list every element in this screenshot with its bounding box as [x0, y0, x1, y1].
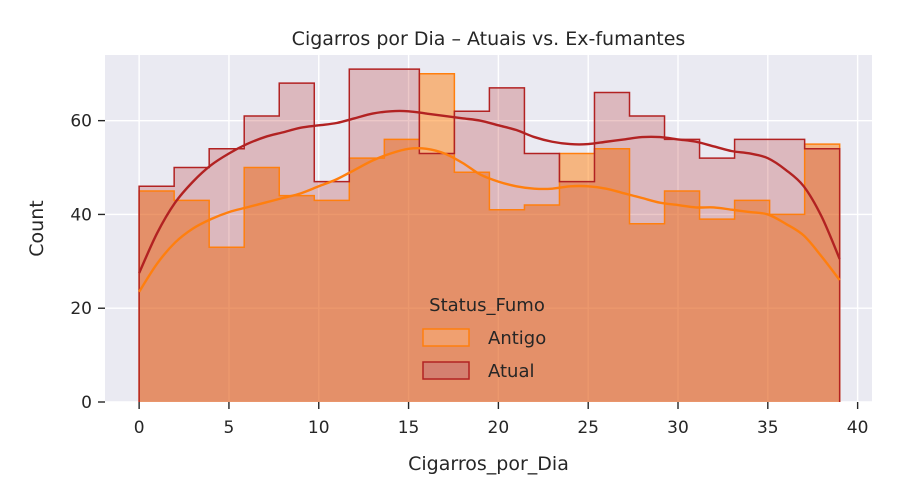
hist-step-atual — [138, 68, 841, 402]
y-axis-label: Count — [26, 200, 48, 256]
y-tick-label: 60 — [70, 112, 92, 132]
y-tick-label: 40 — [70, 205, 92, 225]
y-tick-label: 0 — [81, 393, 92, 413]
bar-atual — [559, 182, 594, 402]
legend-swatch-atual — [422, 361, 470, 380]
x-tick-label: 15 — [398, 418, 420, 438]
bar-atual — [454, 111, 489, 402]
bar-atual — [244, 116, 279, 402]
histogram-outlines — [138, 68, 841, 402]
x-tick-label: 25 — [577, 418, 599, 438]
kde-line-antigo — [138, 146, 841, 293]
bar-atual — [805, 149, 840, 402]
kde-curves — [138, 109, 841, 293]
bar-atual — [174, 168, 209, 402]
x-tick-label: 40 — [847, 418, 869, 438]
x-tick-label: 0 — [134, 418, 145, 438]
hist-step-antigo — [138, 73, 841, 402]
bar-atual — [314, 182, 349, 402]
bar-atual — [384, 69, 419, 402]
x-tick-label: 30 — [667, 418, 689, 438]
legend-swatch-antigo — [422, 328, 470, 347]
bar-atual — [489, 88, 524, 402]
bar-atual — [665, 139, 700, 402]
legend-label-atual: Atual — [488, 361, 535, 382]
legend: Status_Fumo Antigo Atual — [422, 295, 546, 382]
x-tick-label: 20 — [488, 418, 510, 438]
bar-atual — [735, 139, 770, 402]
bar-atual — [700, 158, 735, 402]
x-axis-label: Cigarros_por_Dia — [408, 453, 569, 475]
bar-atual — [770, 139, 805, 402]
bar-atual — [209, 149, 244, 402]
legend-title: Status_Fumo — [429, 295, 545, 316]
x-tick-label: 5 — [224, 418, 235, 438]
bar-atual — [139, 186, 174, 402]
legend-label-antigo: Antigo — [488, 328, 546, 349]
y-axis-ticks: 0 20 40 60 — [70, 112, 105, 413]
bar-atual — [630, 116, 665, 402]
x-tick-label: 35 — [757, 418, 779, 438]
chart-title: Cigarros por Dia – Atuais vs. Ex-fumante… — [292, 28, 686, 50]
x-tick-label: 10 — [308, 418, 330, 438]
hist-fill-antigo — [139, 73, 840, 402]
y-tick-label: 20 — [70, 299, 92, 319]
x-axis-ticks: 0 5 10 15 20 25 30 35 40 — [134, 402, 869, 438]
kde-line-atual — [138, 109, 841, 274]
